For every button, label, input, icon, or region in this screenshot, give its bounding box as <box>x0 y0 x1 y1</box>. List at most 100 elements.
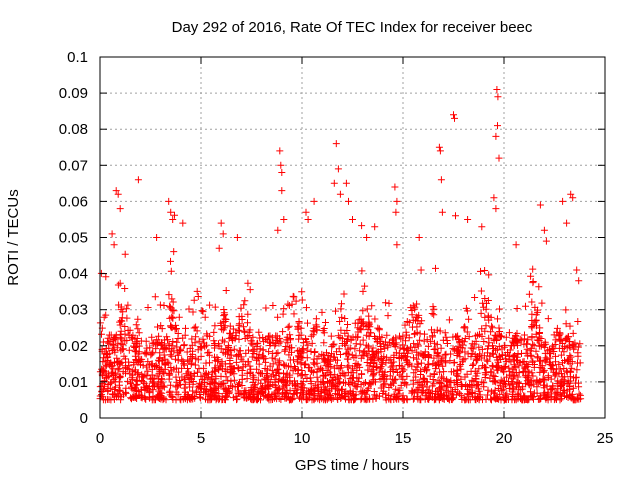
data-point <box>344 356 351 363</box>
data-point <box>218 220 225 227</box>
data-point <box>503 334 510 341</box>
roti-scatter-chart: Day 292 of 2016, Rate Of TEC Index for r… <box>0 0 640 480</box>
data-point <box>451 115 458 122</box>
data-point <box>488 323 495 330</box>
data-point <box>513 241 520 248</box>
data-point <box>471 294 478 301</box>
data-point <box>496 306 503 313</box>
data-point <box>528 323 535 330</box>
data-point <box>337 191 344 198</box>
y-tick-label: 0.05 <box>59 230 88 247</box>
data-point <box>382 299 389 306</box>
x-tick-label: 25 <box>597 430 614 447</box>
data-point <box>194 288 201 295</box>
data-point <box>421 338 428 345</box>
x-tick-label: 10 <box>294 430 311 447</box>
y-tick-labels: 00.010.020.030.040.050.060.070.080.090.1 <box>59 49 88 427</box>
data-point <box>175 330 182 337</box>
data-point <box>134 325 141 332</box>
data-point <box>322 319 329 326</box>
data-point <box>359 307 366 314</box>
data-point <box>122 251 129 258</box>
data-point <box>349 216 356 223</box>
data-point <box>197 395 204 402</box>
data-point <box>385 312 392 319</box>
data-point <box>117 205 124 212</box>
data-point <box>109 230 116 237</box>
y-tick-label: 0.03 <box>59 302 88 319</box>
data-point <box>345 198 352 205</box>
data-point <box>157 322 164 329</box>
data-point <box>353 340 360 347</box>
data-point <box>159 325 166 332</box>
data-point <box>303 304 310 311</box>
data-point <box>416 337 423 344</box>
data-point <box>117 280 124 287</box>
data-point <box>480 338 487 345</box>
data-point <box>496 155 503 162</box>
data-point <box>436 144 443 151</box>
data-point <box>143 338 150 345</box>
data-point <box>287 357 294 364</box>
data-point <box>413 356 420 363</box>
data-point <box>386 300 393 307</box>
data-point <box>143 351 150 358</box>
data-point <box>557 366 564 373</box>
data-point <box>481 364 488 371</box>
data-point <box>376 325 383 332</box>
data-point <box>153 234 160 241</box>
data-point <box>381 345 388 352</box>
data-point <box>364 367 371 374</box>
data-point <box>320 339 327 346</box>
data-point <box>505 365 512 372</box>
data-point <box>220 230 227 237</box>
data-point <box>563 220 570 227</box>
data-point <box>171 212 178 219</box>
y-tick-label: 0.1 <box>67 49 88 66</box>
data-point <box>279 328 286 335</box>
data-point <box>450 111 457 118</box>
data-point <box>418 360 425 367</box>
data-point <box>429 310 436 317</box>
y-axis-label: ROTI / TECUs <box>5 189 22 285</box>
data-point <box>439 209 446 216</box>
data-point <box>249 334 256 341</box>
data-point <box>274 314 281 321</box>
data-point <box>311 349 318 356</box>
data-point <box>573 267 580 274</box>
data-point <box>276 147 283 154</box>
data-point <box>452 212 459 219</box>
data-point <box>559 198 566 205</box>
data-point <box>170 248 177 255</box>
data-point <box>506 329 513 336</box>
data-point <box>247 286 254 293</box>
data-point <box>291 310 298 317</box>
data-point <box>221 338 228 345</box>
data-point <box>265 348 272 355</box>
data-point <box>167 351 174 358</box>
data-point <box>311 198 318 205</box>
data-point <box>541 227 548 234</box>
data-point <box>493 86 500 93</box>
data-point <box>393 198 400 205</box>
data-point <box>391 184 398 191</box>
data-point <box>478 288 485 295</box>
data-point <box>299 297 306 304</box>
data-point <box>340 370 347 377</box>
data-point <box>286 323 293 330</box>
data-point <box>98 331 105 338</box>
data-point <box>335 165 342 172</box>
data-point <box>442 329 449 336</box>
data-point <box>576 340 583 347</box>
x-tick-label: 5 <box>197 430 205 447</box>
data-point <box>416 234 423 241</box>
data-point <box>135 176 142 183</box>
data-point <box>184 365 191 372</box>
data-point <box>167 258 174 265</box>
data-point <box>167 209 174 216</box>
data-point <box>514 305 521 312</box>
data-point <box>191 297 198 304</box>
data-point <box>236 328 243 335</box>
data-point <box>304 354 311 361</box>
y-tick-label: 0.07 <box>59 157 88 174</box>
